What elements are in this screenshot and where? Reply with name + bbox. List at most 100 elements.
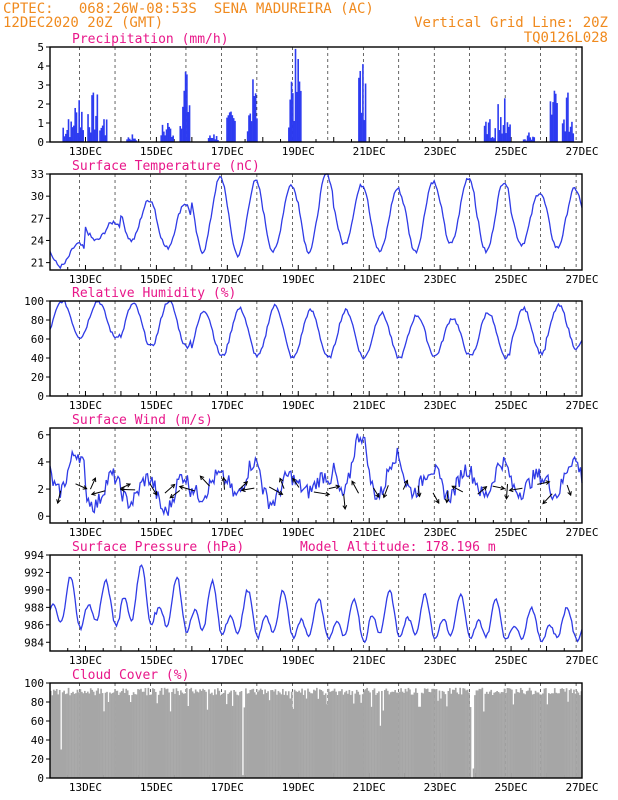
wind-arrow-head <box>152 490 158 496</box>
cloud-bar <box>295 691 297 778</box>
cloud-bar <box>199 689 201 778</box>
cloud-bar <box>143 691 145 778</box>
cloud-bar <box>481 687 484 778</box>
precip-bar <box>288 127 290 142</box>
cloud-bar <box>403 692 405 778</box>
precip-bar <box>128 138 131 142</box>
cloud-bar <box>502 692 504 778</box>
precip-bar <box>172 135 174 142</box>
precip-bar <box>256 118 258 142</box>
cloud-bar <box>358 694 361 778</box>
precip-bar <box>63 136 66 142</box>
precip-bar <box>497 104 499 142</box>
cloud-bar <box>180 690 182 778</box>
precip-bar <box>494 128 497 142</box>
x-tick-label: 25DEC <box>495 654 528 667</box>
precip-bar <box>227 115 230 142</box>
precip-bar <box>82 130 84 142</box>
cloud-bar <box>558 693 561 778</box>
cloud-bar <box>503 688 506 778</box>
precip-bar <box>485 121 487 142</box>
precip-bar <box>187 112 190 142</box>
precip-bar <box>96 94 99 142</box>
cloud-bar <box>369 692 371 778</box>
x-tick-label: 21DEC <box>353 526 386 539</box>
precip-bar <box>360 112 363 142</box>
cloud-bar <box>482 711 485 778</box>
cloud-bar <box>293 689 296 778</box>
cloud-bar <box>447 690 450 778</box>
precip-bar <box>179 126 182 142</box>
x-tick-label: 19DEC <box>282 654 315 667</box>
cloud-bar <box>296 691 299 778</box>
wind-arrow-head <box>221 476 227 482</box>
precip-bar <box>505 133 507 142</box>
cloud-bar <box>415 688 417 778</box>
x-tick-label: 25DEC <box>495 399 528 412</box>
x-tick-label: 21DEC <box>353 273 386 286</box>
y-tick-label: 60 <box>31 333 44 346</box>
cloud-bar <box>539 694 541 778</box>
cloud-bar <box>212 695 215 778</box>
precip-bar <box>99 130 101 142</box>
cloud-bar <box>83 690 86 778</box>
x-tick-label: 23DEC <box>424 273 457 286</box>
cloud-bar <box>454 687 457 778</box>
cloud-bar <box>200 690 203 778</box>
panel-title: Cloud Cover (%) <box>72 668 189 683</box>
cloud-bar <box>323 694 326 778</box>
cloud-bar <box>116 690 119 778</box>
x-tick-label: 27DEC <box>565 145 598 158</box>
cloud-bar <box>302 694 305 778</box>
cloud-bar <box>298 690 300 778</box>
cloud-bar <box>242 775 244 778</box>
wind-arrow <box>477 486 487 495</box>
wind-arrow-head <box>119 487 125 492</box>
precip-bar <box>215 136 218 142</box>
cloud-bar <box>537 692 540 778</box>
x-tick-label: 23DEC <box>424 399 457 412</box>
cloud-bar <box>231 705 234 778</box>
y-tick-label: 0 <box>37 390 44 403</box>
precip-bar <box>130 139 132 142</box>
precip-bar <box>565 97 568 142</box>
wind-arrow <box>89 477 96 490</box>
wind-arrow-head <box>169 493 175 499</box>
cloud-bar <box>549 693 552 778</box>
cloud-bar <box>197 692 200 778</box>
precip-bar <box>231 115 234 142</box>
precip-bar <box>69 137 71 142</box>
cloud-bar <box>79 689 82 778</box>
cloud-bar <box>423 688 426 778</box>
y-tick-label: 2 <box>37 98 44 111</box>
precip-bar <box>169 128 172 142</box>
cloud-bar <box>437 700 439 778</box>
cloud-bar <box>265 692 268 778</box>
wind-arrow-head <box>382 493 388 499</box>
cloud-bar <box>305 698 308 778</box>
precip-bar <box>228 112 231 142</box>
cloud-bar <box>157 694 160 778</box>
cloud-bar <box>67 687 70 778</box>
cloud-bar <box>364 689 367 778</box>
wind-arrow <box>169 490 181 499</box>
cloud-bar <box>156 703 159 778</box>
precip-bar <box>358 77 360 142</box>
wind-arrow-head <box>292 477 297 483</box>
x-tick-label: 19DEC <box>282 526 315 539</box>
cloud-bar <box>528 687 531 778</box>
cloud-bar <box>120 691 123 778</box>
precip-bar <box>483 125 486 142</box>
cloud-bar <box>431 688 433 778</box>
wind-arrow-head <box>178 485 184 490</box>
cloud-bar <box>412 694 414 778</box>
cloud-bar <box>85 693 88 778</box>
cloud-bar <box>287 691 290 778</box>
precip-bar <box>134 138 136 142</box>
cloud-bar <box>54 690 57 778</box>
panel-title: Surface Temperature (nC) <box>72 159 260 174</box>
cloud-bar <box>382 710 385 778</box>
precip-bar <box>71 127 74 142</box>
cloud-bar <box>378 691 380 778</box>
